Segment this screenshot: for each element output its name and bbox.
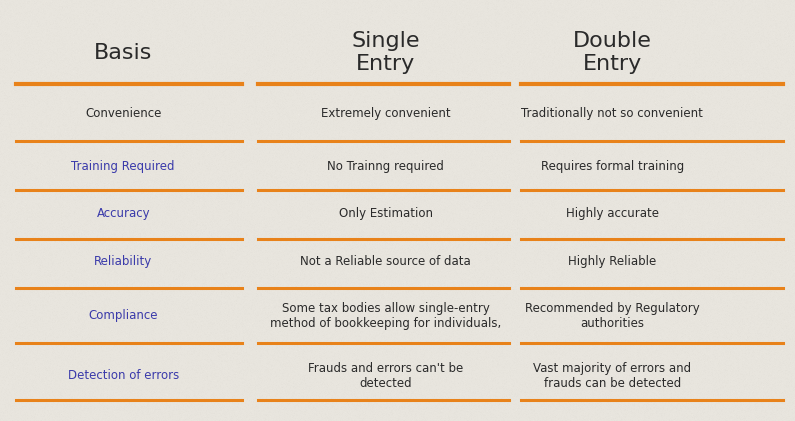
Text: Basis: Basis xyxy=(94,43,153,63)
Text: Some tax bodies allow single-entry
method of bookkeeping for individuals,: Some tax bodies allow single-entry metho… xyxy=(270,302,501,330)
Text: Highly accurate: Highly accurate xyxy=(566,208,658,220)
Text: Training Required: Training Required xyxy=(72,160,175,173)
Text: Double
Entry: Double Entry xyxy=(572,31,652,74)
Text: Reliability: Reliability xyxy=(94,256,153,268)
Text: Single
Entry: Single Entry xyxy=(351,31,420,74)
Text: Only Estimation: Only Estimation xyxy=(339,208,432,220)
Text: Vast majority of errors and
frauds can be detected: Vast majority of errors and frauds can b… xyxy=(533,362,691,389)
Text: Requires formal training: Requires formal training xyxy=(541,160,684,173)
Text: Accuracy: Accuracy xyxy=(96,208,150,220)
Text: Highly Reliable: Highly Reliable xyxy=(568,256,657,268)
Text: No Trainng required: No Trainng required xyxy=(327,160,444,173)
Text: Convenience: Convenience xyxy=(85,107,161,120)
Text: Traditionally not so convenient: Traditionally not so convenient xyxy=(522,107,703,120)
Text: Detection of errors: Detection of errors xyxy=(68,369,179,382)
Text: Not a Reliable source of data: Not a Reliable source of data xyxy=(301,256,471,268)
Text: Compliance: Compliance xyxy=(88,309,158,322)
Text: Frauds and errors can't be
detected: Frauds and errors can't be detected xyxy=(308,362,463,389)
Text: Recommended by Regulatory
authorities: Recommended by Regulatory authorities xyxy=(525,302,700,330)
Text: Extremely convenient: Extremely convenient xyxy=(320,107,451,120)
